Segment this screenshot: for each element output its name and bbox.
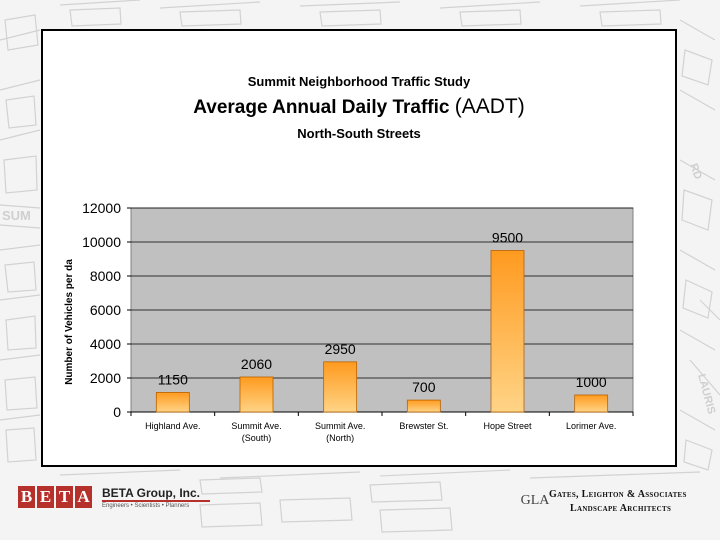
bar: [323, 361, 358, 413]
beta-letter-e: E: [37, 486, 54, 508]
chart-subtitle-bottom: North-South Streets: [297, 126, 421, 141]
y-tick-label: 0: [113, 404, 121, 420]
bar: [574, 394, 609, 413]
x-tick-label: Summit Ave.: [231, 421, 281, 431]
bar: [406, 399, 441, 413]
y-tick-label: 8000: [90, 268, 121, 284]
bar: [239, 376, 274, 413]
chart-title-abbrev: (AADT): [454, 95, 525, 118]
beta-letter-a: A: [75, 486, 92, 508]
gla-company-name: Gates, Leighton & Associates: [549, 489, 687, 500]
map-label-sum: SUM: [2, 208, 31, 223]
y-tick-label: 10000: [82, 234, 121, 250]
map-label-lauris: LAURIS: [695, 373, 717, 416]
gla-company-subtitle: Landscape Architects: [570, 503, 672, 514]
x-tick-label: (South): [242, 433, 272, 443]
beta-tagline: Engineers • Scientists • Planners: [102, 503, 190, 509]
chart-title-text: Average Annual Daily Traffic: [193, 97, 450, 118]
data-label: 2060: [241, 356, 272, 372]
x-tick-label: Highland Ave.: [145, 421, 200, 431]
data-label: 700: [412, 379, 436, 395]
map-label-rd: RD: [687, 162, 704, 181]
x-tick-label: Brewster St.: [399, 421, 448, 431]
data-label: 2950: [325, 341, 356, 357]
y-tick-label: 12000: [82, 200, 121, 216]
data-label: 9500: [492, 230, 523, 246]
beta-company-name: BETA Group, Inc.: [102, 486, 200, 500]
x-tick-label: Hope Street: [483, 421, 532, 431]
chart-title: Average Annual Daily Traffic (AADT): [43, 95, 675, 119]
data-label: 1000: [576, 374, 607, 390]
chart-subtitle-top: Summit Neighborhood Traffic Study: [247, 74, 471, 89]
bar: [155, 392, 190, 413]
beta-divider: [102, 500, 210, 502]
y-tick-label: 2000: [90, 370, 121, 386]
beta-letter-t: T: [56, 486, 73, 508]
y-tick-label: 4000: [90, 336, 121, 352]
x-tick-label: (North): [326, 433, 354, 443]
y-axis-label: Number of Vehicles per da: [64, 259, 75, 385]
gla-logo: GLA Gates, Leighton & Associates Landsca…: [520, 486, 716, 520]
gla-seal-icon: GLA: [520, 493, 550, 508]
x-tick-label: Lorimer Ave.: [566, 421, 616, 431]
beta-letter-b: B: [18, 486, 35, 508]
bar-chart: 0 2000 4000 6000 8000 10000 12000 1150 Highland …: [64, 200, 634, 443]
chart-panel: Summit Neighborhood Traffic Study Averag…: [41, 29, 677, 467]
x-tick-label: Summit Ave.: [315, 421, 365, 431]
data-label: 1150: [158, 371, 188, 387]
y-tick-label: 6000: [90, 302, 121, 318]
bar: [490, 250, 525, 413]
